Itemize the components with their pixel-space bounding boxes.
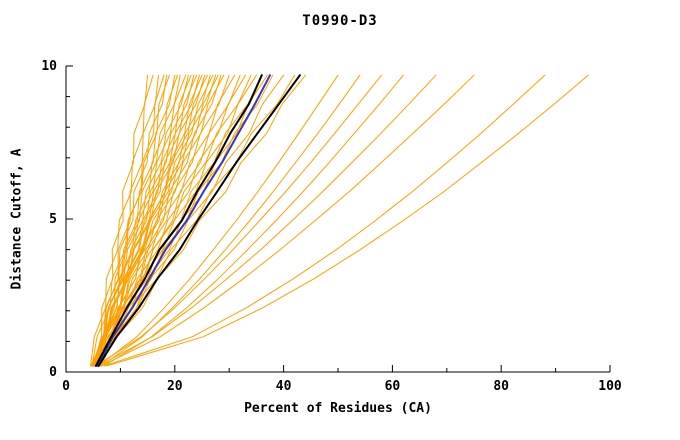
series-line-orange (103, 74, 546, 367)
series-line-orange (98, 74, 437, 367)
series-line-orange (100, 74, 475, 367)
y-axis-label: Distance Cutoff, A (9, 148, 25, 290)
series-line-orange (96, 74, 217, 367)
x-tick-label: 100 (598, 379, 622, 394)
series-line-orange (92, 74, 168, 367)
series-line-orange (92, 74, 219, 367)
series-line-orange (91, 74, 170, 367)
series-line-blue (96, 74, 271, 367)
series-line-orange (95, 74, 382, 367)
series-line-black (94, 74, 263, 367)
x-tick-label: 80 (493, 379, 509, 394)
series-line-orange (103, 74, 404, 367)
series-line-orange (106, 74, 589, 367)
x-tick-label: 0 (62, 379, 70, 394)
x-axis-label: Percent of Residues (CA) (244, 401, 432, 416)
series-line-orange (97, 74, 230, 367)
y-tick-label: 5 (49, 212, 57, 227)
series-line-orange (98, 74, 339, 367)
series-line-orange (93, 74, 225, 367)
x-tick-label: 60 (385, 379, 401, 394)
series-line-orange (90, 74, 154, 367)
series-line-orange (100, 74, 361, 367)
y-tick-label: 10 (41, 59, 57, 74)
x-tick-label: 20 (167, 379, 183, 394)
series-line-orange (98, 74, 306, 367)
series-line-orange (91, 74, 206, 367)
x-tick-label: 40 (276, 379, 292, 394)
series-line-black (97, 74, 301, 367)
chart-title: T0990-D3 (302, 13, 378, 29)
series-line-orange (98, 74, 178, 367)
y-tick-label: 0 (49, 365, 57, 380)
